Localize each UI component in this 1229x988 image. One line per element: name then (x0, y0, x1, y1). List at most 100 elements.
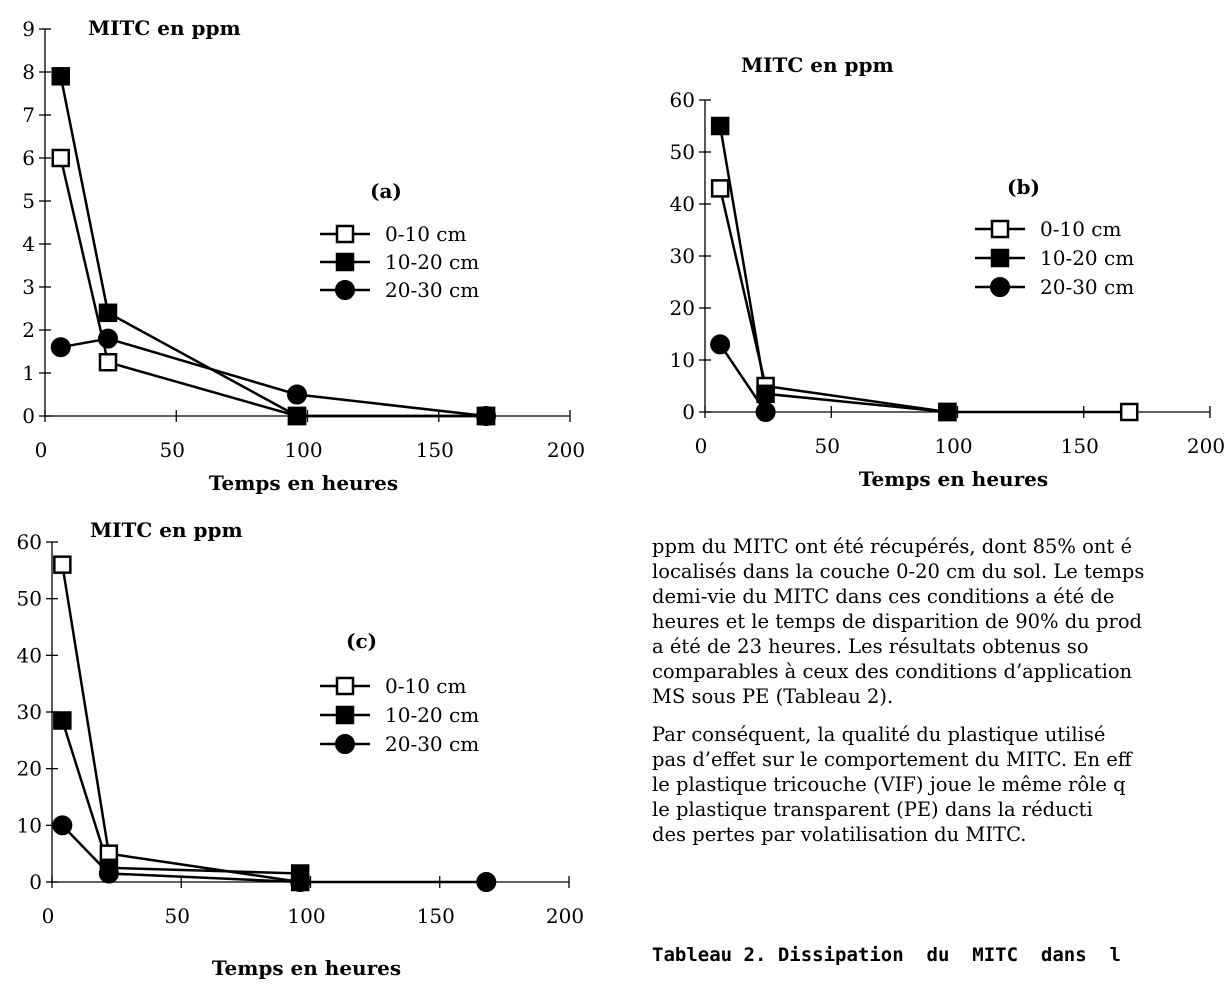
data-point (51, 148, 70, 168)
data-point (51, 67, 70, 86)
text-line: le plastique transparent (PE) dans la ré… (652, 798, 1093, 821)
data-point (710, 116, 730, 136)
text-line: comparables à ceux des conditions d’appl… (652, 660, 1133, 683)
x-axis-title: Temps en heures (859, 467, 1048, 491)
text-line: le plastique tricouche (VIF) joue le mêm… (652, 773, 1126, 796)
y-tick-label: 5 (22, 189, 35, 213)
y-tick-label: 7 (22, 103, 35, 127)
x-tick-label: 100 (287, 904, 325, 928)
panel-label: (c) (346, 629, 377, 653)
y-tick-label: 1 (22, 361, 35, 385)
legend-label: 20-30 cm (385, 732, 479, 756)
series-line (59, 76, 486, 418)
legend-label: 0-10 cm (385, 674, 466, 698)
text-line: pas d’effet sur le comportement du MITC.… (652, 748, 1132, 771)
legend-label: 0-10 cm (1040, 217, 1121, 241)
data-point (287, 406, 307, 426)
y-tick-label: 30 (670, 244, 695, 268)
text-line: des pertes par volatilisation du MITC. (652, 823, 1027, 846)
y-tick-label: 60 (670, 88, 695, 112)
series-line (718, 188, 1130, 414)
legend-label: 10-20 cm (385, 703, 479, 727)
y-tick-label: 0 (682, 400, 695, 424)
legend-marker (335, 252, 355, 272)
series-line (61, 824, 487, 884)
text-line: localisés dans la couche 0-20 cm du sol.… (652, 560, 1145, 583)
text-line: MS sous PE (Tableau 2). (652, 685, 894, 708)
data-point (50, 337, 71, 358)
data-point (1119, 402, 1139, 422)
y-tick-label: 8 (22, 60, 35, 84)
legend-label: 20-30 cm (1040, 275, 1134, 299)
x-tick-label: 50 (160, 438, 185, 462)
x-tick-label: 100 (934, 434, 972, 458)
data-point (98, 353, 118, 372)
y-tick-label: 4 (22, 232, 35, 256)
y-tick-label: 9 (22, 17, 35, 41)
data-point (98, 863, 119, 884)
data-point (287, 384, 307, 405)
y-tick-label: 30 (17, 700, 42, 724)
x-tick-label: 200 (1187, 434, 1225, 458)
y-tick-label: 60 (17, 530, 42, 554)
data-point (755, 402, 776, 422)
x-tick-label: 150 (1061, 434, 1099, 458)
x-tick-label: 200 (547, 438, 585, 462)
x-axis-title: Temps en heures (209, 471, 398, 495)
y-tick-label: 20 (17, 757, 42, 781)
text-line: a été de 23 heures. Les résultats obtenu… (652, 635, 1089, 658)
legend-marker (990, 219, 1010, 239)
data-point (98, 303, 118, 323)
x-tick-label: 50 (165, 904, 190, 928)
series-line (60, 337, 487, 418)
y-tick-label: 2 (22, 318, 35, 342)
series-line (61, 720, 301, 875)
x-tick-label: 50 (815, 434, 840, 458)
data-point (290, 872, 311, 892)
y-tick-label: 0 (29, 870, 42, 894)
x-axis-title: Temps en heures (212, 956, 401, 980)
data-point (710, 334, 731, 355)
legend-label: 10-20 cm (1040, 246, 1134, 270)
panel-label: (b) (1007, 175, 1040, 199)
text-line: heures et le temps de disparition de 90%… (652, 610, 1143, 633)
y-axis-title: MITC en ppm (88, 16, 241, 40)
y-tick-label: 50 (670, 140, 695, 164)
y-tick-label: 40 (670, 192, 695, 216)
x-tick-label: 0 (42, 904, 55, 928)
y-tick-label: 20 (670, 296, 695, 320)
legend-marker (335, 224, 355, 244)
chart-b: 0 10 20 30 40 50 60 0 50 100 150 200 MITC en ppm Temp… (670, 53, 1226, 491)
data-point (52, 815, 73, 836)
x-tick-label: 0 (35, 438, 48, 462)
legend-label: 0-10 cm (385, 222, 466, 246)
data-point (938, 402, 957, 422)
y-axis-title: MITC en ppm (90, 518, 243, 542)
text-line: demi-vie du MITC dans ces conditions a é… (652, 585, 1115, 608)
data-point (53, 711, 72, 730)
text-line: ppm du MITC ont été récupérés, dont 85% … (652, 535, 1132, 558)
x-tick-label: 150 (416, 438, 454, 462)
legend-marker (335, 676, 355, 696)
text-line: Par conséquent, la qualité du plastique … (652, 723, 1106, 746)
data-point (53, 555, 72, 574)
x-tick-label: 100 (284, 438, 322, 462)
series-line (718, 125, 948, 414)
y-tick-label: 0 (22, 404, 35, 428)
chart-c: 0 10 20 30 40 50 60 0 50 100 150 200 MITC en ppm Temp… (17, 518, 585, 980)
legend-marker (335, 280, 355, 300)
table-caption: Tableau 2. Dissipation du MITC dans l (652, 944, 1121, 966)
legend-marker (990, 248, 1010, 268)
body-paragraph-2: Par conséquent, la qualité du plastique … (652, 722, 1229, 847)
chart-a: 0 1 2 3 4 5 6 7 8 9 0 50 100 150 200 MITC en ppm Temps e… (22, 16, 585, 495)
legend-marker (990, 277, 1010, 297)
legend-marker (335, 705, 355, 725)
y-tick-label: 50 (17, 587, 42, 611)
x-tick-label: 150 (417, 904, 455, 928)
data-point (756, 384, 775, 404)
legend-label: 10-20 cm (385, 250, 479, 274)
x-tick-label: 200 (546, 904, 584, 928)
data-point (476, 872, 497, 892)
data-point (476, 406, 496, 426)
y-tick-label: 40 (17, 643, 42, 667)
